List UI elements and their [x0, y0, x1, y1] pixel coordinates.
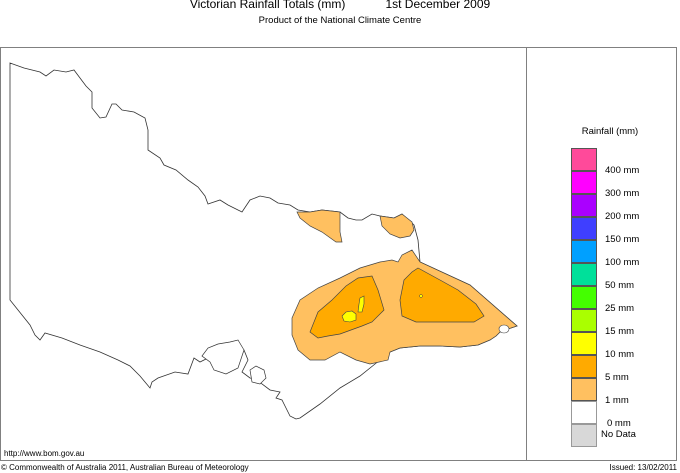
rain-band-1-5mm-north-2	[379, 213, 415, 239]
rain-band-5-10mm-spot	[419, 294, 423, 298]
dry-patch-east	[498, 324, 510, 334]
map-frame	[0, 47, 677, 461]
legend-label-1: 1 mm	[605, 395, 629, 406]
legend-label-0: 0 mm	[607, 418, 631, 429]
title-date: 1st December 2009	[385, 0, 491, 11]
legend-label-25: 25 mm	[605, 303, 635, 314]
legend-label-150: 150 mm	[605, 234, 640, 245]
legend-swatch-1-5	[571, 378, 597, 401]
legend-label-200: 200 mm	[605, 211, 640, 222]
rain-band-10-15mm-1	[341, 310, 357, 323]
legend-swatch-100-150	[571, 240, 597, 263]
legend-label-no-data: No Data	[601, 429, 636, 440]
western-port	[249, 365, 267, 385]
source-url: http://www.bom.gov.au	[4, 449, 85, 458]
issued-date: Issued: 13/02/2011	[609, 463, 677, 472]
legend-swatch-10-15	[571, 332, 597, 355]
legend-swatch-no-data	[571, 424, 597, 447]
rain-band-5-10mm-west	[309, 275, 385, 339]
legend-title: Rainfall (mm)	[581, 126, 639, 137]
legend-label-5: 5 mm	[605, 372, 629, 383]
legend-swatch-5-10	[571, 355, 597, 378]
copyright-notice: © Commonwealth of Australia 2011, Austra…	[1, 463, 249, 472]
rain-band-10-15mm-2	[357, 295, 365, 313]
map-title: Victorian Rainfall Totals (mm) 1st Decem…	[0, 0, 680, 11]
legend-swatch-150-200	[571, 217, 597, 240]
legend-swatch-400plus	[571, 148, 597, 171]
legend-label-400: 400 mm	[605, 165, 640, 176]
legend-swatch-0-1	[571, 401, 597, 424]
legend-label-15: 15 mm	[605, 326, 635, 337]
legend-swatch-15-25	[571, 309, 597, 332]
legend-divider	[526, 47, 527, 461]
legend-label-10: 10 mm	[605, 349, 635, 360]
port-phillip-bay	[201, 339, 245, 375]
title-text: Victorian Rainfall Totals (mm)	[189, 0, 346, 11]
legend-swatch-200-300	[571, 194, 597, 217]
victoria-outline	[9, 62, 518, 420]
rain-band-1-5mm-north-1	[296, 209, 343, 243]
legend-label-300: 300 mm	[605, 188, 640, 199]
legend-swatch-25-50	[571, 286, 597, 309]
legend-swatch-300-400	[571, 171, 597, 194]
map-subtitle: Product of the National Climate Centre	[258, 15, 422, 26]
legend-label-100: 100 mm	[605, 257, 640, 268]
legend-label-50: 50 mm	[605, 280, 635, 291]
rain-band-5-10mm-east	[399, 267, 485, 323]
legend-swatch-50-100	[571, 263, 597, 286]
